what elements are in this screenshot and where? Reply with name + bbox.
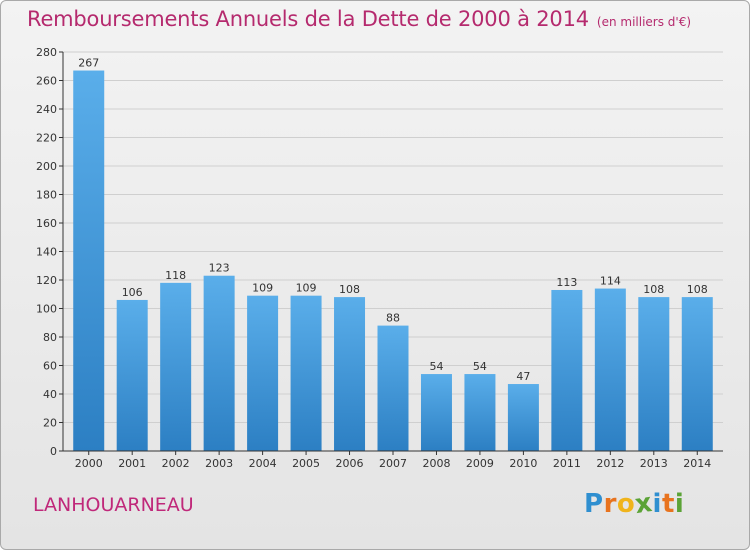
x-tick-label: 2012	[596, 457, 624, 470]
bar-value-label: 54	[429, 360, 443, 373]
bar	[681, 297, 713, 451]
logo-letter: r	[603, 489, 617, 519]
commune-name: LANHOUARNEAU	[33, 494, 194, 516]
y-tick-label: 80	[43, 331, 57, 344]
logo-letter: P	[584, 489, 604, 519]
logo-letter: t	[661, 489, 675, 519]
bar	[247, 295, 279, 451]
axes: 0 20 40 60 80 100 120 140 160 180 200 220 240 260 280 2…	[36, 46, 723, 470]
bar	[290, 295, 322, 451]
x-tick-label: 2007	[379, 457, 407, 470]
chart-subtitle: (en milliers d'€)	[596, 15, 692, 29]
bar-value-label: 113	[556, 276, 577, 289]
bar-value-label: 108	[339, 283, 360, 296]
y-tick-label: 60	[43, 360, 57, 373]
bar-value-label: 123	[209, 262, 230, 275]
bar	[160, 282, 192, 451]
logo-letter: x	[633, 487, 655, 521]
chart-title-text: Remboursements Annuels de la Dette de 20…	[27, 7, 589, 31]
bar	[377, 325, 409, 451]
y-tick-label: 120	[36, 274, 57, 287]
y-tick-label: 240	[36, 103, 57, 116]
y-tick-label: 20	[43, 417, 57, 430]
chart-title: Remboursements Annuels de la Dette de 20…	[27, 7, 691, 31]
bar	[420, 374, 452, 451]
y-tick-label: 280	[36, 46, 57, 59]
bar	[464, 374, 496, 451]
y-tick-label: 200	[36, 160, 57, 173]
x-tick-label: 2004	[249, 457, 277, 470]
bar-value-label: 109	[252, 282, 273, 295]
x-tick-label: 2001	[118, 457, 146, 470]
bar-value-label: 267	[78, 57, 99, 70]
bars: 267 106 118 123 109 109 108 88 54 54 47 113 114 108 10…	[73, 57, 713, 452]
x-tick-label: 2003	[205, 457, 233, 470]
x-tick-label: 2006	[336, 457, 364, 470]
bar	[638, 297, 670, 451]
x-tick-label: 2002	[162, 457, 190, 470]
x-tick-label: 2000	[75, 457, 103, 470]
y-tick-label: 160	[36, 217, 57, 230]
x-tick-label: 2009	[466, 457, 494, 470]
bar	[116, 299, 148, 451]
bar	[203, 275, 235, 451]
y-tick-label: 0	[50, 445, 57, 458]
bar-value-label: 118	[165, 269, 186, 282]
bar-value-label: 88	[386, 312, 400, 325]
logo-letter: i	[652, 489, 662, 519]
bar-value-label: 54	[473, 360, 487, 373]
x-tick-label: 2011	[553, 457, 581, 470]
x-tick-label: 2010	[509, 457, 537, 470]
y-tick-label: 40	[43, 388, 57, 401]
bar	[551, 289, 583, 451]
x-tick-label: 2008	[422, 457, 450, 470]
x-tick-label: 2005	[292, 457, 320, 470]
proxiti-logo: Proxiti	[584, 487, 685, 521]
bar	[334, 297, 366, 451]
y-tick-label: 100	[36, 303, 57, 316]
bar-value-label: 106	[122, 286, 143, 299]
y-tick-label: 140	[36, 246, 57, 259]
bar-value-label: 114	[600, 275, 621, 288]
bar	[73, 70, 105, 452]
logo-letter: i	[674, 489, 685, 519]
x-tick-label: 2014	[683, 457, 711, 470]
bar-value-label: 108	[643, 283, 664, 296]
bar-value-label: 47	[516, 370, 530, 383]
y-tick-label: 260	[36, 75, 57, 88]
bar	[594, 288, 626, 451]
logo-letter: o	[616, 489, 636, 519]
bar-value-label: 109	[296, 282, 317, 295]
bar	[507, 384, 539, 451]
y-tick-label: 180	[36, 189, 57, 202]
y-tick-label: 220	[36, 132, 57, 145]
x-tick-label: 2013	[640, 457, 668, 470]
bar-value-label: 108	[687, 283, 708, 296]
